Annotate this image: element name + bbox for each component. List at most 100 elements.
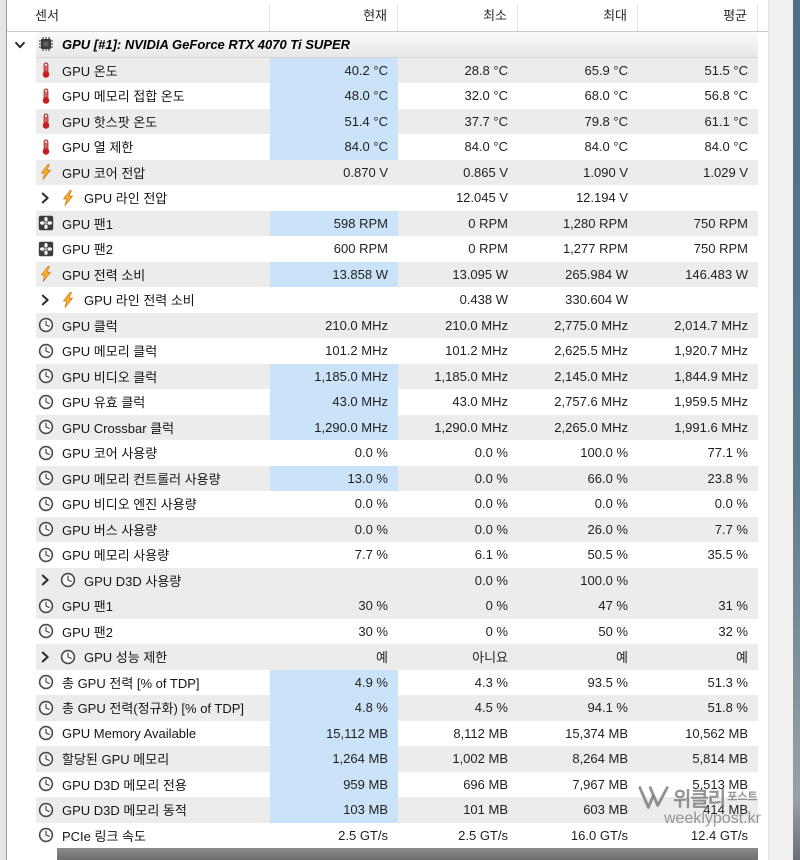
table-header: 센서 현재 최소 최대 평균 <box>7 0 768 32</box>
value-max: 26.0 % <box>587 521 628 537</box>
column-header-sensor[interactable]: 센서 <box>7 5 270 31</box>
sensor-row[interactable]: 총 GPU 전력(정규화) [% of TDP] 4.8 % 4.5 % 94.1 %… <box>7 695 758 721</box>
sensor-label-cell: 총 GPU 전력(정규화) [% of TDP] <box>36 695 270 721</box>
clock-icon <box>38 521 54 537</box>
sensor-label-cell: GPU 라인 전력 소비 <box>36 287 270 313</box>
sensor-row[interactable]: GPU 팬1 598 RPM 0 RPM 1,280 RPM 750 RPM <box>7 210 758 236</box>
sensor-row[interactable]: GPU 클럭 210.0 MHz 210.0 MHz 2,775.0 MHz 2,014… <box>7 312 758 338</box>
value-current: 598 RPM <box>270 210 398 236</box>
sensor-label-cell: GPU 유효 클럭 <box>36 389 270 415</box>
clock-icon <box>38 394 54 410</box>
column-header-avg[interactable]: 평균 <box>638 5 758 31</box>
value-current: 7.7 % <box>354 547 388 563</box>
sensor-label-cell: GPU 열 제한 <box>36 134 270 160</box>
chevron-right-icon[interactable] <box>38 293 52 307</box>
sensor-row[interactable]: GPU 메모리 컨트롤러 사용량 13.0 % 0.0 % 66.0 % 23.8 % <box>7 465 758 491</box>
clock-icon <box>38 496 54 512</box>
sensor-row[interactable]: GPU 메모리 클럭 101.2 MHz 101.2 MHz 2,625.5 MHz 1… <box>7 338 758 364</box>
sensor-label-cell: GPU 메모리 클럭 <box>36 338 270 364</box>
clock-icon <box>38 368 54 384</box>
chevron-right-icon[interactable] <box>38 191 52 205</box>
sensor-row[interactable]: GPU 팬2 600 RPM 0 RPM 1,277 RPM 750 RPM <box>7 236 758 262</box>
value-max: 8,264 MB <box>572 751 628 767</box>
sensor-rows: GPU [#1]: NVIDIA GeForce RTX 4070 Ti SUP… <box>7 32 758 848</box>
lightning-icon <box>60 291 76 308</box>
value-min: 210.0 MHz <box>445 317 508 333</box>
value-min: 0 RPM <box>468 241 508 257</box>
chevron-down-icon[interactable] <box>13 38 27 52</box>
sensor-label: GPU 온도 <box>62 63 118 79</box>
vertical-scrollbar[interactable] <box>768 0 793 860</box>
value-current: 4.9 % <box>270 669 398 695</box>
column-header-current[interactable]: 현재 <box>270 5 398 31</box>
sensor-row[interactable]: GPU 라인 전압 12.045 V 12.194 V <box>7 185 758 211</box>
sensor-row[interactable]: GPU Crossbar 클럭 1,290.0 MHz 1,290.0 MHz 2,2… <box>7 414 758 440</box>
sensor-label-cell: GPU 핫스팟 온도 <box>36 109 270 135</box>
sensor-row[interactable]: GPU D3D 메모리 동적 103 MB 101 MB 603 MB 414 MB <box>7 797 758 823</box>
value-current: 15,112 MB <box>270 720 398 746</box>
sensor-row[interactable]: GPU 메모리 사용량 7.7 % 6.1 % 50.5 % 35.5 % <box>7 542 758 568</box>
sensor-row[interactable]: GPU Memory Available 15,112 MB 8,112 MB 15,… <box>7 720 758 746</box>
sensor-row[interactable]: GPU 팬1 30 % 0 % 47 % 31 % <box>7 593 758 619</box>
value-avg: 1,844.9 MHz <box>674 368 748 384</box>
sensor-row[interactable]: PCIe 링크 속도 2.5 GT/s 2.5 GT/s 16.0 GT/s 12.4 … <box>7 822 758 848</box>
value-max: 68.0 °C <box>584 88 628 104</box>
sensor-label: GPU 열 제한 <box>62 140 134 156</box>
value-current: 40.2 °C <box>270 57 398 83</box>
sensor-row[interactable]: GPU 라인 전력 소비 0.438 W 330.604 W <box>7 287 758 313</box>
value-max: 1,280 RPM <box>562 215 628 231</box>
group-row-gpu[interactable]: GPU [#1]: NVIDIA GeForce RTX 4070 Ti SUP… <box>7 32 758 58</box>
column-header-min[interactable]: 최소 <box>398 5 518 31</box>
sensor-row[interactable]: GPU 비디오 엔진 사용량 0.0 % 0.0 % 0.0 % 0.0 % <box>7 491 758 517</box>
sensor-row[interactable]: GPU 비디오 클럭 1,185.0 MHz 1,185.0 MHz 2,145.0 … <box>7 363 758 389</box>
lightning-icon <box>38 164 54 181</box>
sensor-row[interactable]: GPU 유효 클럭 43.0 MHz 43.0 MHz 2,757.6 MHz 1,95… <box>7 389 758 415</box>
value-current: 0.0 % <box>354 521 388 537</box>
value-current: 84.0 °C <box>270 134 398 160</box>
value-max: 66.0 % <box>587 470 628 486</box>
sensor-label: GPU Crossbar 클럭 <box>62 420 175 436</box>
value-avg: 1,991.6 MHz <box>674 419 748 435</box>
value-current: 600 RPM <box>333 241 388 257</box>
value-avg: 1.029 V <box>703 164 748 180</box>
sensor-label-cell: GPU 팬2 <box>36 236 270 262</box>
value-current: 13.0 % <box>270 465 398 491</box>
sensor-row[interactable]: GPU 성능 제한 예 아니요 예 예 <box>7 644 758 670</box>
sensor-label: PCIe 링크 속도 <box>62 828 146 844</box>
sensor-row[interactable]: 할당된 GPU 메모리 1,264 MB 1,002 MB 8,264 MB 5,814… <box>7 746 758 772</box>
value-current: 2.5 GT/s <box>338 827 388 843</box>
value-min: 4.5 % <box>474 700 508 716</box>
column-header-max[interactable]: 최대 <box>518 5 638 31</box>
value-min: 6.1 % <box>474 547 508 563</box>
value-min: 37.7 °C <box>464 113 508 129</box>
sensor-row[interactable]: GPU 열 제한 84.0 °C 84.0 °C 84.0 °C 84.0 °C <box>7 134 758 160</box>
sensor-label: GPU 라인 전력 소비 <box>84 293 195 309</box>
value-current: 4.8 % <box>270 695 398 721</box>
value-max: 47 % <box>598 598 628 614</box>
value-avg: 23.8 % <box>707 470 748 486</box>
sensor-row[interactable]: GPU 코어 사용량 0.0 % 0.0 % 100.0 % 77.1 % <box>7 440 758 466</box>
value-avg <box>638 568 758 594</box>
sensor-row[interactable]: GPU 팬2 30 % 0 % 50 % 32 % <box>7 618 758 644</box>
value-current <box>270 568 398 594</box>
value-min: 2.5 GT/s <box>458 827 508 843</box>
sensor-row[interactable]: GPU D3D 메모리 전용 959 MB 696 MB 7,967 MB 5,513 … <box>7 771 758 797</box>
sensor-row[interactable]: GPU D3D 사용량 0.0 % 100.0 % <box>7 567 758 594</box>
sensor-row[interactable]: GPU 코어 전압 0.870 V 0.865 V 1.090 V 1.029 V <box>7 159 758 185</box>
value-avg: 61.1 °C <box>704 113 748 129</box>
clock-icon <box>38 598 54 614</box>
value-current: 30 % <box>358 598 388 614</box>
sensor-row[interactable]: 총 GPU 전력 [% of TDP] 4.9 % 4.3 % 93.5 % 51.3 … <box>7 669 758 695</box>
clock-icon <box>38 445 54 461</box>
clock-icon <box>38 674 54 690</box>
sensor-row[interactable]: GPU 온도 40.2 °C 28.8 °C 65.9 °C 51.5 °C <box>7 57 758 83</box>
chevron-right-icon[interactable] <box>38 573 52 587</box>
sensor-label: GPU D3D 메모리 동적 <box>62 803 187 819</box>
chevron-right-icon[interactable] <box>38 650 52 664</box>
sensor-label: GPU 클럭 <box>62 318 118 334</box>
sensor-row[interactable]: GPU 전력 소비 13.858 W 13.095 W 265.984 W 146.48… <box>7 261 758 287</box>
value-avg: 5,814 MB <box>692 751 748 767</box>
sensor-row[interactable]: GPU 메모리 접합 온도 48.0 °C 32.0 °C 68.0 °C 56.8 °… <box>7 83 758 109</box>
sensor-row[interactable]: GPU 버스 사용량 0.0 % 0.0 % 26.0 % 7.7 % <box>7 516 758 542</box>
sensor-row[interactable]: GPU 핫스팟 온도 51.4 °C 37.7 °C 79.8 °C 61.1 °C <box>7 108 758 135</box>
